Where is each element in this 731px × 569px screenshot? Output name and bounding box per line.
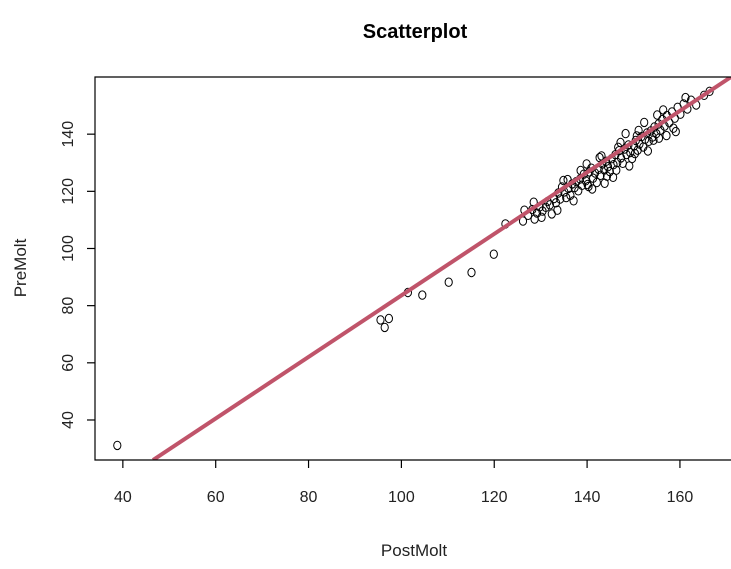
x-axis: 40 60 80 100 120 140 160 xyxy=(114,460,693,506)
data-point xyxy=(376,315,385,325)
data-point xyxy=(467,267,476,278)
x-tick-label: 160 xyxy=(667,489,694,506)
data-point xyxy=(603,162,613,172)
data-point xyxy=(384,313,393,324)
data-point xyxy=(643,146,653,156)
y-axis: 40 60 80 100 120 140 xyxy=(60,121,95,429)
data-point xyxy=(592,177,601,188)
chart-title: Scatterplot xyxy=(363,21,468,43)
data-point xyxy=(562,192,571,203)
data-point xyxy=(545,200,555,210)
x-tick-label: 100 xyxy=(388,489,415,506)
data-point xyxy=(612,165,621,175)
data-point xyxy=(630,148,640,159)
y-tick-label: 40 xyxy=(60,411,77,429)
fit-line xyxy=(151,77,731,460)
data-point xyxy=(556,194,565,204)
data-point xyxy=(597,151,606,161)
y-axis-label: PreMolt xyxy=(11,238,30,297)
data-point xyxy=(609,160,618,170)
data-point xyxy=(634,125,643,136)
data-point xyxy=(659,105,668,115)
x-tick-label: 40 xyxy=(114,489,132,506)
x-tick-label: 80 xyxy=(300,489,318,506)
data-point xyxy=(681,92,690,103)
data-point xyxy=(669,123,678,133)
data-point xyxy=(444,277,453,287)
data-point xyxy=(671,126,680,137)
data-point xyxy=(418,290,427,300)
data-point xyxy=(541,202,550,213)
data-point xyxy=(489,249,498,259)
data-point xyxy=(654,133,664,143)
data-point xyxy=(621,128,630,139)
y-tick-label: 60 xyxy=(60,354,77,372)
y-tick-label: 80 xyxy=(60,297,77,315)
data-point xyxy=(662,130,671,141)
y-tick-label: 120 xyxy=(60,178,77,205)
data-point xyxy=(653,110,662,120)
points-layer xyxy=(113,86,714,451)
data-point xyxy=(380,322,389,333)
plot-frame xyxy=(94,76,731,461)
data-point xyxy=(625,161,634,171)
data-point xyxy=(616,137,625,148)
data-point xyxy=(569,196,578,206)
x-axis-label: PostMolt xyxy=(381,541,447,560)
data-point xyxy=(602,171,612,181)
data-point xyxy=(582,159,591,169)
x-tick-label: 60 xyxy=(207,489,225,506)
data-point xyxy=(649,135,658,145)
x-tick-label: 140 xyxy=(574,489,601,506)
data-point xyxy=(640,117,649,128)
y-tick-label: 100 xyxy=(60,235,77,262)
data-point xyxy=(113,440,122,451)
y-tick-label: 140 xyxy=(60,121,77,148)
data-point xyxy=(553,205,562,215)
x-tick-label: 120 xyxy=(481,489,508,506)
data-point xyxy=(584,181,593,192)
data-point xyxy=(626,147,635,158)
data-point xyxy=(559,175,568,186)
data-point xyxy=(537,212,546,223)
